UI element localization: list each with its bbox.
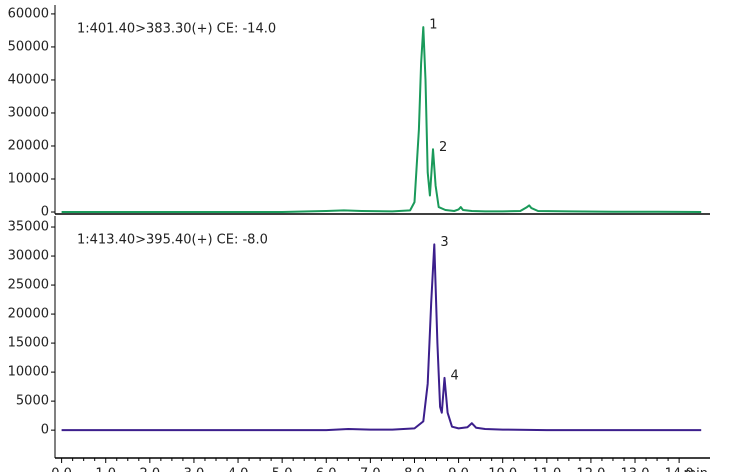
peak-label: 4 — [450, 368, 458, 383]
x-tick-label: 0.0 — [51, 467, 72, 472]
y-tick-label: 50000 — [8, 39, 49, 54]
x-tick-label: 11.0 — [532, 467, 561, 472]
peak-label: 3 — [440, 235, 448, 250]
x-axis-label: min — [683, 467, 708, 472]
panel-title: 1:401.40>383.30(+) CE: -14.0 — [77, 22, 276, 37]
x-tick-label: 7.0 — [360, 467, 381, 472]
x-tick-label: 13.0 — [621, 467, 650, 472]
y-tick-label: 0 — [41, 423, 49, 438]
x-tick-label: 6.0 — [316, 467, 337, 472]
x-tick-label: 8.0 — [404, 467, 425, 472]
x-tick-label: 1.0 — [95, 467, 116, 472]
peak-label: 2 — [439, 140, 447, 155]
x-tick-label: 5.0 — [272, 467, 293, 472]
y-tick-label: 30000 — [8, 249, 49, 264]
y-tick-label: 20000 — [8, 138, 49, 153]
y-tick-label: 35000 — [8, 220, 49, 235]
y-tick-label: 10000 — [8, 365, 49, 380]
x-tick-label: 4.0 — [228, 467, 249, 472]
peak-label: 1 — [429, 18, 437, 33]
trace — [61, 243, 702, 432]
y-tick-label: 40000 — [8, 72, 49, 87]
y-tick-label: 0 — [41, 205, 49, 220]
y-tick-label: 30000 — [8, 105, 49, 120]
y-tick-label: 10000 — [8, 172, 49, 187]
x-tick-label: 10.0 — [488, 467, 517, 472]
x-tick-label: 9.0 — [448, 467, 469, 472]
y-tick-label: 5000 — [16, 394, 49, 409]
x-tick-label: 2.0 — [139, 467, 160, 472]
y-tick-label: 25000 — [8, 278, 49, 293]
panel-title: 1:413.40>395.40(+) CE: -8.0 — [77, 233, 268, 248]
trace — [61, 26, 702, 213]
x-tick-label: 3.0 — [184, 467, 205, 472]
x-tick-label: 12.0 — [576, 467, 605, 472]
y-tick-label: 60000 — [8, 6, 49, 21]
y-tick-label: 20000 — [8, 307, 49, 322]
x-tick-label: 14.0 — [665, 467, 694, 472]
y-tick-label: 15000 — [8, 336, 49, 351]
